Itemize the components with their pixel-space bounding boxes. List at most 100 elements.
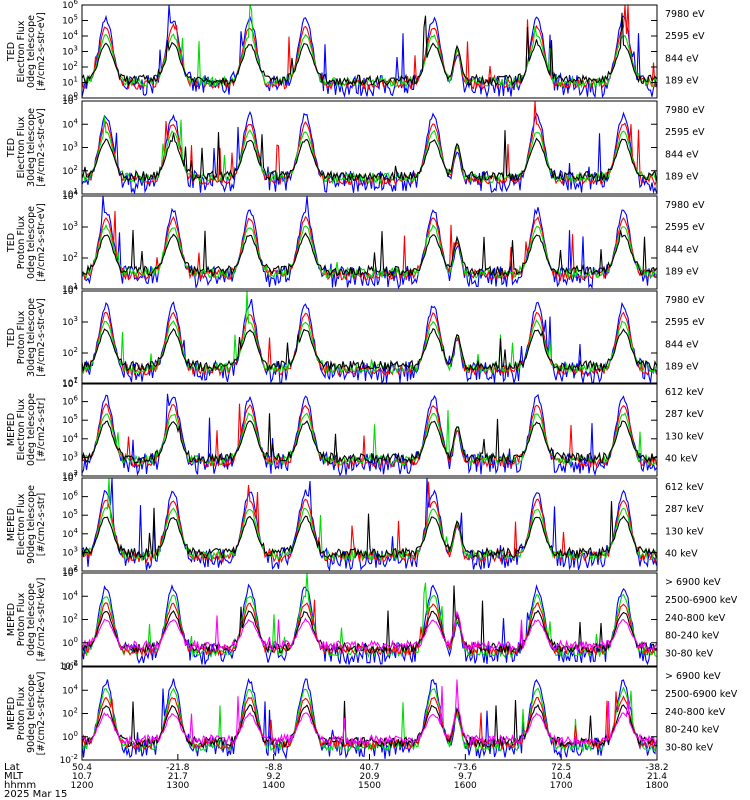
panel-traces bbox=[82, 196, 657, 289]
legend-entry: 844 eV bbox=[665, 244, 699, 255]
panel-ted-proton-0deg: 101 102 103 104 TED Proton Flux 0deg telescope… bbox=[6, 189, 705, 295]
legend-entry: 240-800 keV bbox=[665, 613, 726, 624]
hhmm-tick-label: 1200 bbox=[71, 781, 94, 791]
legend-entry: 2595 eV bbox=[665, 222, 705, 233]
legend-entry: 30-80 keV bbox=[665, 649, 714, 660]
legend-entry: 7980 eV bbox=[665, 105, 705, 116]
y-axis-label-line: 0deg telescope bbox=[26, 206, 37, 279]
series-line-7980-ev bbox=[82, 12, 657, 87]
panel-meped-proton-90deg: 10-2 100 102 104 106 MEPED Proton Flux 90deg te… bbox=[6, 660, 738, 766]
panel-frame bbox=[81, 195, 658, 290]
y-axis-label-line: TED bbox=[6, 233, 17, 253]
y-tick-label: 10-2 bbox=[60, 753, 78, 766]
y-axis-label-line: 30deg telescope bbox=[26, 298, 37, 377]
x-axis-label-hhmm: hhmm bbox=[4, 780, 36, 791]
legend-entry: 240-800 keV bbox=[665, 707, 726, 718]
y-axis-label-line: MEPED bbox=[6, 603, 17, 636]
panel-meped-electron-90deg: 102 103 104 105 106 107 MEPED Electron Flux 90de… bbox=[6, 471, 704, 577]
y-tick-label: 104 bbox=[62, 432, 78, 445]
series-line-189-ev bbox=[82, 298, 657, 384]
y-tick-label: 107 bbox=[62, 376, 78, 389]
y-tick-label: 100 bbox=[62, 636, 78, 649]
y-tick-label: 103 bbox=[62, 45, 78, 58]
legend-entry: 189 eV bbox=[665, 266, 699, 277]
y-tick-label: 106 bbox=[62, 490, 78, 503]
y-axis-label-line: [#/cm2-s-str-eV] bbox=[36, 203, 47, 282]
y-axis-label-line: [#/cm2-s-str] bbox=[36, 493, 47, 556]
panel-traces bbox=[82, 573, 657, 666]
y-tick-label: 102 bbox=[62, 164, 78, 177]
legend-entry: 7980 eV bbox=[665, 200, 705, 211]
series-line--6900-kev bbox=[82, 610, 657, 653]
lat-tick-label: 72.5 bbox=[551, 763, 571, 773]
legend-entry: 2595 eV bbox=[665, 127, 705, 138]
lat-tick-label: -8.8 bbox=[265, 763, 283, 773]
series-line-7980-ev bbox=[82, 130, 657, 183]
panel-frame bbox=[81, 382, 658, 477]
panel-meped-electron-0deg: 102 103 104 105 106 107 MEPED Electron Flux 0deg… bbox=[6, 376, 704, 482]
mlt-tick-label: 10.7 bbox=[72, 772, 92, 782]
y-axis-label-line: Electron Flux bbox=[16, 398, 27, 460]
panel-traces bbox=[82, 478, 657, 571]
y-tick-label: 105 bbox=[62, 14, 78, 27]
legend-entry: 130 keV bbox=[665, 431, 704, 442]
y-tick-label: 103 bbox=[62, 450, 78, 463]
legend-entry: 130 keV bbox=[665, 526, 704, 537]
y-tick-label: 107 bbox=[62, 471, 78, 484]
legend-entry: 80-240 keV bbox=[665, 631, 720, 642]
y-axis-label-line: [#/cm2-s-str-eV] bbox=[36, 298, 47, 377]
y-axis-label-line: [#/cm2-s-str-eV] bbox=[36, 108, 47, 187]
panel-meped-proton-0deg: 10-2 100 102 104 106 MEPED Proton Flux 0deg tel… bbox=[6, 566, 738, 672]
legend-entry: > 6900 keV bbox=[665, 577, 721, 588]
x-axis-label-mlt: MLT bbox=[4, 771, 24, 782]
panel-ted-electron-30deg: 101 102 103 104 105 TED Electron Flux 30deg tel… bbox=[6, 94, 705, 200]
legend-entry: 40 keV bbox=[665, 453, 698, 464]
panel-traces bbox=[82, 101, 657, 194]
y-axis-label-line: Proton Flux bbox=[16, 686, 27, 740]
y-axis-label-line: 30deg telescope bbox=[26, 108, 37, 187]
y-axis-label-line: Proton Flux bbox=[16, 310, 27, 364]
lat-tick-label: 40.7 bbox=[359, 763, 379, 773]
series-line-7980-ev bbox=[82, 229, 657, 278]
series-line-612-kev bbox=[82, 413, 657, 466]
legend-entry: 30-80 keV bbox=[665, 743, 714, 754]
y-tick-label: 103 bbox=[62, 141, 78, 154]
lat-tick-label: 50.4 bbox=[72, 763, 92, 773]
y-tick-label: 100 bbox=[62, 730, 78, 743]
y-tick-label: 104 bbox=[62, 189, 78, 202]
mlt-tick-label: 10.4 bbox=[551, 772, 571, 782]
y-axis-label-line: 0deg telescope bbox=[26, 393, 37, 466]
legend-entry: 2500-6900 keV bbox=[665, 689, 738, 700]
y-tick-label: 102 bbox=[62, 469, 78, 482]
y-tick-label: 105 bbox=[62, 413, 78, 426]
y-tick-label: 103 bbox=[62, 315, 78, 328]
y-tick-label: 104 bbox=[62, 284, 78, 297]
y-axis-label-line: [#/cm2-s-str] bbox=[36, 398, 47, 461]
hhmm-tick-label: 1500 bbox=[358, 781, 381, 791]
y-tick-label: 104 bbox=[62, 29, 78, 42]
y-axis-label-line: MEPED bbox=[6, 508, 17, 541]
y-tick-label: 104 bbox=[62, 683, 78, 696]
lat-tick-label: -73.6 bbox=[454, 763, 478, 773]
y-tick-label: 102 bbox=[62, 251, 78, 264]
y-tick-label: 106 bbox=[62, 566, 78, 579]
series-line-130-kev bbox=[82, 478, 657, 562]
legend-entry: 189 eV bbox=[665, 75, 699, 86]
y-axis-label-line: [#/cm2-s-str-keV] bbox=[36, 672, 47, 756]
hhmm-tick-label: 1400 bbox=[262, 781, 285, 791]
y-axis-label-line: MEPED bbox=[6, 697, 17, 730]
y-tick-label: 100 bbox=[62, 91, 78, 104]
panel-traces bbox=[82, 5, 657, 98]
y-tick-label: 103 bbox=[62, 545, 78, 558]
legend-entry: 189 eV bbox=[665, 171, 699, 182]
hhmm-tick-label: 1600 bbox=[454, 781, 477, 791]
series-line-287-kev bbox=[82, 481, 657, 564]
y-axis-label-line: 0deg telescope bbox=[26, 15, 37, 88]
panel-frame bbox=[81, 290, 658, 385]
y-axis-label-line: [#/cm2-s-str-keV] bbox=[36, 578, 47, 662]
y-tick-label: 104 bbox=[62, 527, 78, 540]
legend-entry: 2500-6900 keV bbox=[665, 595, 738, 606]
y-axis-label-line: Electron Flux bbox=[16, 116, 27, 178]
legend-entry: 2595 eV bbox=[665, 317, 705, 328]
